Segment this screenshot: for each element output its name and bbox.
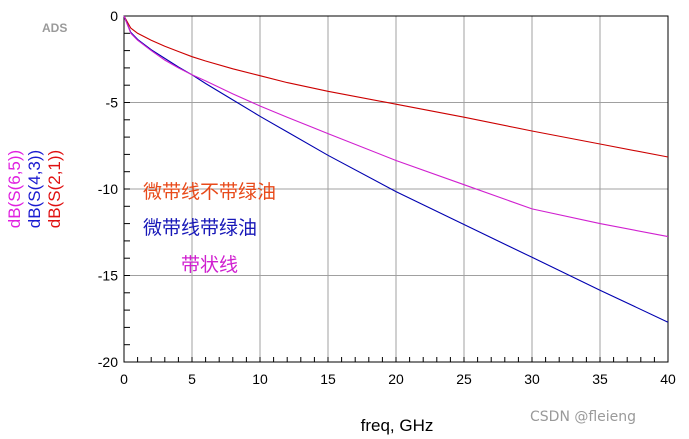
- x-tick-label: 40: [660, 371, 676, 387]
- x-tick-label: 35: [592, 371, 608, 387]
- plot-frame: [123, 15, 669, 363]
- series-annotation: 微带线不带绿油: [143, 181, 276, 203]
- series-line-s21: [123, 15, 669, 158]
- x-tick-label: 10: [252, 371, 268, 387]
- y-tick-label: -5: [106, 95, 119, 111]
- y-tick-labels: 0 -5 -10 -15 -20: [98, 8, 118, 370]
- x-tick-label: 30: [524, 371, 540, 387]
- y-tick-label: -15: [98, 268, 118, 284]
- y-axis-label-part: dB(S(4,3)): [25, 150, 44, 228]
- y-tick-label: -10: [98, 181, 118, 197]
- y-axis-label-part: dB(S(6,5)): [5, 150, 24, 228]
- y-axis-label-part: dB(S(2,1)): [45, 150, 64, 228]
- app-label: ADS: [42, 21, 67, 35]
- series-annotation: 微带线带绿油: [143, 217, 257, 239]
- series-line-s65: [123, 15, 669, 238]
- x-tick-label: 20: [388, 371, 404, 387]
- series-annotation: 带状线: [181, 254, 238, 276]
- watermark-text: CSDN @fleieng: [530, 409, 636, 425]
- y-tick-label: -20: [98, 354, 118, 370]
- x-tick-label: 15: [320, 371, 336, 387]
- x-tick-label: 5: [188, 371, 196, 387]
- series-line-s43: [123, 15, 669, 323]
- x-tick-labels: 0 5 10 15 20 25 30 35 40: [120, 371, 676, 387]
- grid-lines: [123, 15, 669, 363]
- y-axis-title: dB(S(6,5)) dB(S(4,3)) dB(S(2,1)): [5, 150, 64, 228]
- series-layer: [123, 15, 669, 323]
- plot-border: [123, 15, 669, 363]
- x-tick-label: 25: [456, 371, 472, 387]
- x-axis-title: freq, GHz: [361, 416, 434, 435]
- y-tick-label: 0: [110, 8, 118, 24]
- x-tick-label: 0: [120, 371, 128, 387]
